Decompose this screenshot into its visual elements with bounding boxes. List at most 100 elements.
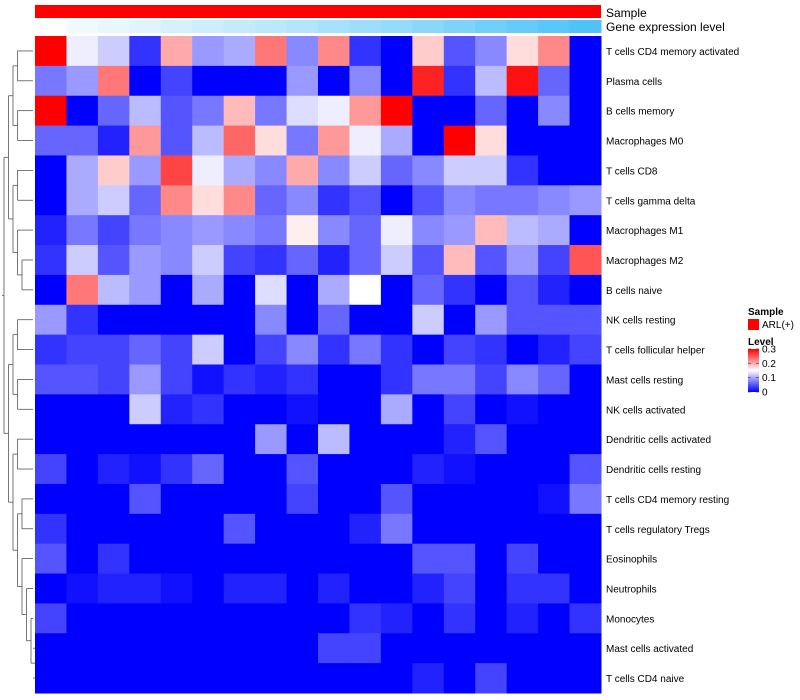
heatmap-cell: [538, 663, 571, 694]
heatmap-cell: [569, 125, 602, 156]
heatmap-cell: [380, 125, 413, 156]
heatmap-cell: [443, 245, 476, 276]
heatmap-cell: [412, 185, 445, 216]
heatmap-cell: [349, 424, 382, 455]
heatmap-cell: [443, 633, 476, 664]
heatmap-cell: [506, 245, 539, 276]
heatmap-cell: [129, 36, 162, 67]
heatmap-cell: [160, 454, 193, 485]
heatmap-cell: [318, 454, 350, 485]
heatmap-cell: [380, 513, 413, 545]
heatmap-cell: [475, 36, 508, 67]
row-label: Neutrophils: [606, 584, 657, 595]
heatmap-cell: [569, 334, 602, 365]
heatmap-cell: [192, 274, 225, 306]
heatmap-cell: [223, 334, 256, 365]
heatmap-cell: [66, 245, 99, 276]
heatmap-cell: [475, 95, 508, 127]
heatmap-cell: [569, 543, 602, 575]
heatmap-cell: [569, 513, 602, 545]
row-label: B cells naive: [606, 286, 663, 297]
heatmap-cell: [569, 364, 602, 395]
heatmap-cell: [97, 424, 130, 455]
heatmap-cell: [97, 215, 130, 246]
heatmap-cell: [475, 274, 508, 306]
heatmap-cell: [443, 185, 476, 216]
heatmap-cell: [223, 573, 256, 604]
heatmap-cell: [506, 95, 539, 127]
heatmap-cell: [192, 454, 225, 485]
heatmap-cell: [380, 274, 413, 306]
heatmap-cell: [475, 663, 508, 694]
heatmap-cell: [286, 334, 319, 365]
column-annotations: [35, 5, 602, 33]
heatmap-cell: [97, 155, 130, 186]
row-label: Dendritic cells activated: [606, 435, 711, 446]
legend-level-colorbar: [748, 349, 759, 392]
heatmap-cell: [97, 483, 130, 515]
heatmap-cell: [443, 394, 476, 425]
legend-level-title: Level: [748, 337, 774, 348]
heatmap-cell: [475, 334, 508, 365]
heatmap-cell: [192, 603, 225, 634]
legend-sample-title: Sample: [748, 307, 784, 318]
heatmap-cell: [569, 573, 602, 604]
heatmap-cell: [506, 215, 539, 246]
heatmap-cell: [318, 573, 350, 604]
heatmap-cell: [318, 424, 350, 455]
heatmap-cell: [223, 633, 256, 664]
heatmap-cell: [129, 424, 162, 455]
heatmap-cell: [475, 543, 508, 575]
heatmap-cell: [475, 394, 508, 425]
heatmap-cell: [349, 245, 382, 276]
heatmap-cell: [475, 603, 508, 634]
heatmap-cell: [192, 663, 225, 694]
row-label: Monocytes: [606, 614, 654, 625]
gene-expression-annotation-cell: [569, 20, 602, 33]
heatmap-cell: [412, 573, 445, 604]
heatmap-cell: [223, 36, 256, 67]
heatmap-cell: [538, 245, 571, 276]
heatmap-cell: [506, 125, 539, 156]
gene-expression-annotation-cell: [97, 20, 130, 33]
heatmap-cell: [569, 424, 602, 455]
heatmap-cell: [349, 513, 382, 545]
heatmap-cell: [223, 185, 256, 216]
heatmap-cell: [129, 245, 162, 276]
heatmap-cell: [223, 245, 256, 276]
row-label: Mast cells resting: [606, 375, 683, 386]
heatmap-cell: [223, 65, 256, 97]
heatmap-cell: [255, 245, 288, 276]
heatmap-cell: [255, 185, 288, 216]
legend-sample-swatch: [748, 319, 759, 330]
heatmap-cell: [97, 394, 130, 425]
row-label: Macrophages M2: [606, 256, 684, 267]
heatmap-cell: [318, 65, 350, 97]
heatmap-cell: [160, 155, 193, 186]
gene-expression-annotation-cell: [412, 20, 445, 33]
heatmap-cell: [443, 454, 476, 485]
heatmap-cell: [192, 483, 225, 515]
heatmap-cell: [35, 155, 67, 186]
heatmap-cell: [286, 215, 319, 246]
heatmap-cell: [380, 215, 413, 246]
heatmap-cell: [569, 304, 602, 336]
heatmap-cell: [255, 513, 288, 545]
heatmap-cell: [129, 663, 162, 694]
heatmap-cell: [286, 483, 319, 515]
heatmap-cell: [35, 304, 67, 336]
heatmap-cell: [129, 185, 162, 216]
heatmap-cell: [160, 125, 193, 156]
heatmap-cell: [35, 454, 67, 485]
heatmap-cell: [412, 633, 445, 664]
heatmap-cell: [538, 483, 571, 515]
heatmap-cell: [129, 65, 162, 97]
heatmap-cell: [443, 334, 476, 365]
heatmap-cell: [286, 364, 319, 395]
heatmap-cell: [538, 424, 571, 455]
heatmap-cell: [569, 603, 602, 634]
annotation-label-sample: Sample: [606, 6, 647, 20]
heatmap-cell: [380, 543, 413, 575]
heatmap-cell: [255, 483, 288, 515]
heatmap-cell: [192, 36, 225, 67]
